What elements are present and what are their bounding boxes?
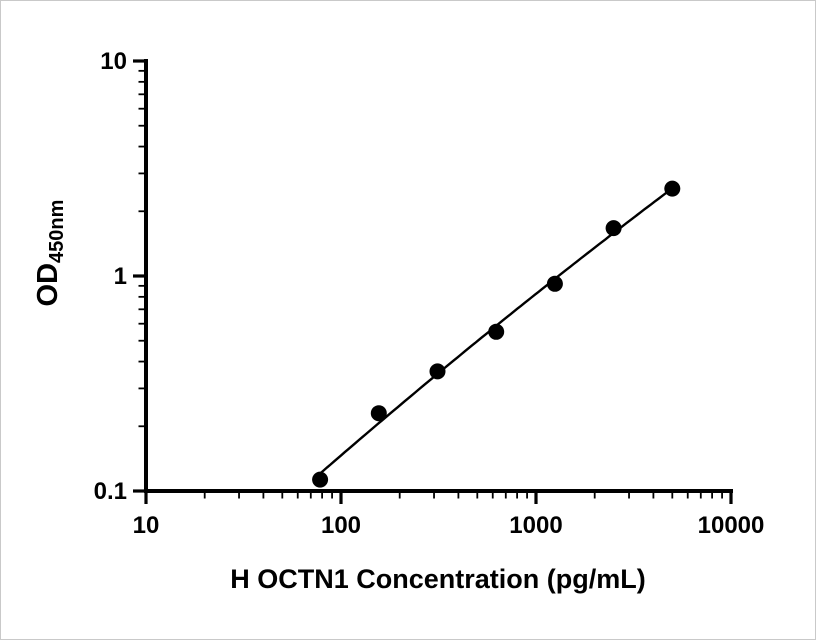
data-points	[312, 180, 681, 488]
y-tick-label: 10	[100, 48, 127, 75]
data-point	[429, 363, 446, 380]
tick-marks	[133, 59, 733, 504]
data-point	[605, 220, 622, 237]
data-point	[546, 275, 563, 292]
x-tick-label: 100	[321, 512, 361, 539]
axis-spines	[144, 59, 733, 493]
x-tick-label: 1000	[509, 512, 562, 539]
y-axis-title-main: OD	[32, 263, 64, 307]
axes	[144, 59, 733, 493]
x-tick-label: 10	[133, 512, 160, 539]
x-axis-title: H OCTN1 Concentration (pg/mL)	[230, 564, 645, 594]
data-point	[312, 471, 329, 488]
y-axis-title: OD450nm	[32, 200, 68, 307]
y-tick-label: 1	[114, 263, 127, 290]
data-point	[488, 323, 505, 340]
tick-labels: 10 100 1000 10000 0.1 1 10	[94, 48, 765, 539]
data-point	[370, 405, 387, 422]
y-axis-title-subscript: 450nm	[46, 200, 68, 263]
y-tick-label: 0.1	[94, 478, 127, 505]
x-tick-label: 10000	[698, 512, 765, 539]
data-point	[664, 180, 681, 197]
